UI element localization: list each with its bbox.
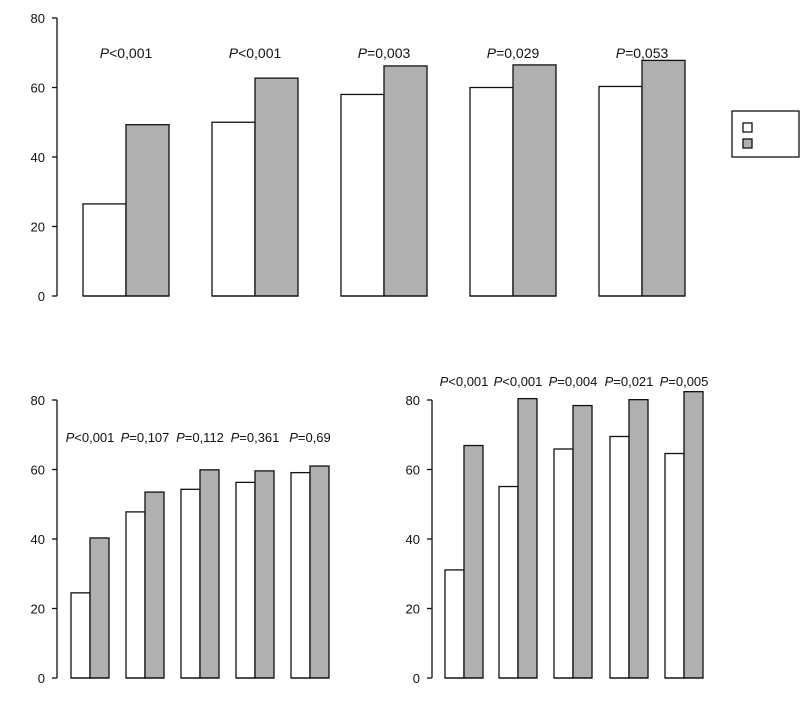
- y-tick-label: 80: [31, 393, 45, 408]
- y-tick-label: 0: [38, 289, 45, 304]
- bar-series-a: [235, 481, 256, 679]
- p-value-label: P=0,112: [176, 430, 224, 445]
- p-value-label: P=0,107: [121, 430, 170, 445]
- y-tick-label: 60: [31, 463, 45, 478]
- bar-series-a: [664, 452, 685, 679]
- bar-series-b: [254, 77, 299, 297]
- y-tick-label: 40: [31, 532, 45, 547]
- p-value-label: P=0,004: [549, 374, 598, 389]
- bar-series-b: [572, 404, 593, 679]
- bar-series-a: [553, 448, 574, 679]
- chart-panel-bottom-right: 0 20 40 60 80 P<0,001 P<0,001 P=0,004 P=0,021 P=0…: [406, 374, 709, 686]
- bar-series-b: [254, 470, 275, 679]
- p-value-label: P<0,001: [440, 374, 489, 389]
- bar-series-a: [290, 471, 311, 679]
- p-value-label: P=0,361: [231, 430, 280, 445]
- y-tick-label: 20: [31, 220, 45, 235]
- bar-series-a: [609, 435, 630, 679]
- bar-series-b: [641, 59, 686, 297]
- y-tick-label: 60: [31, 81, 45, 96]
- p-value-label: P<0,001: [494, 374, 543, 389]
- bar-series-a: [340, 93, 385, 297]
- p-value-label: P=0,005: [660, 374, 709, 389]
- bar-series-b: [125, 124, 170, 297]
- y-tick-label: 40: [31, 150, 45, 165]
- bar-series-b: [683, 391, 704, 679]
- legend: [731, 110, 800, 158]
- bar-series-a: [469, 86, 514, 297]
- bar-series-a: [498, 485, 519, 679]
- p-value-label: P=0,003: [358, 45, 411, 61]
- legend-box: [731, 110, 800, 158]
- p-value-label: P=0,021: [605, 374, 654, 389]
- bar-series-b: [628, 399, 649, 679]
- bar-series-b: [517, 397, 538, 679]
- p-value-label: P=0,69: [289, 430, 331, 445]
- p-value-label: P<0,001: [100, 45, 153, 61]
- bar-series-b: [463, 444, 484, 679]
- bar-series-b: [144, 491, 165, 679]
- bar-series-b: [89, 537, 110, 679]
- legend-swatch-series-b: [742, 138, 753, 149]
- bar-series-a: [125, 511, 146, 679]
- y-tick-label: 40: [406, 532, 420, 547]
- bar-series-b: [199, 469, 220, 679]
- bar-series-a: [70, 592, 91, 679]
- p-value-label: P<0,001: [66, 430, 115, 445]
- y-tick-label: 0: [413, 671, 420, 686]
- chart-panel-bottom-left: 0 20 40 60 80 P<0,001 P=0,107 P=0,112 P=0,361 P=0…: [31, 393, 331, 686]
- y-tick-label: 20: [31, 602, 45, 617]
- p-value-label: P=0,053: [616, 45, 669, 61]
- y-tick-label: 80: [406, 393, 420, 408]
- bar-series-a: [598, 85, 643, 297]
- y-tick-label: 20: [406, 602, 420, 617]
- bar-series-a: [82, 203, 127, 297]
- p-value-label: P=0,029: [487, 45, 540, 61]
- y-tick-label: 0: [38, 671, 45, 686]
- legend-swatch-series-a: [742, 122, 753, 133]
- bar-series-a: [211, 121, 256, 297]
- y-tick-label: 60: [406, 463, 420, 478]
- bar-series-b: [309, 465, 330, 679]
- p-value-label: P<0,001: [229, 45, 282, 61]
- bar-series-a: [444, 569, 465, 679]
- bar-series-b: [512, 64, 557, 297]
- chart-panel-top: 0 20 40 60 80 P<0,001 P<0,001 P=0,003 P=0,029 P=0…: [31, 11, 686, 304]
- y-tick-label: 80: [31, 11, 45, 26]
- bar-series-b: [383, 65, 428, 297]
- bar-series-a: [180, 488, 201, 679]
